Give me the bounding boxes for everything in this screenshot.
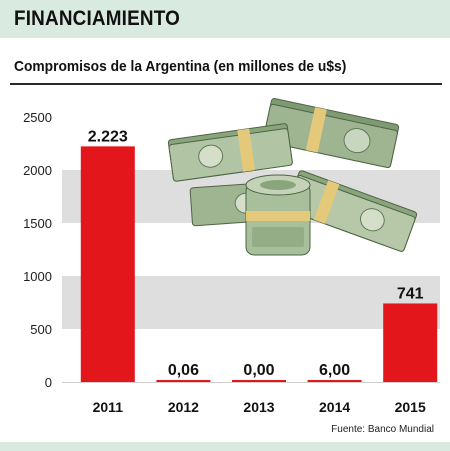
x-axis: 2011 2012 2013 2014 2015	[93, 399, 426, 415]
title-divider	[10, 83, 442, 85]
x-tick-label: 2011	[93, 399, 124, 415]
y-tick-label: 2000	[23, 163, 52, 178]
bar	[307, 380, 362, 382]
bars: 2.223 0,06 0,00 6,00 741	[80, 128, 438, 382]
header-band	[0, 0, 450, 38]
x-tick-label: 2013	[243, 399, 274, 415]
data-label: 2.223	[88, 128, 128, 145]
data-label: 6,00	[319, 362, 350, 379]
data-label: 0,00	[243, 362, 274, 379]
chart-subtitle: Compromisos de la Argentina (en millones…	[14, 58, 347, 75]
y-axis: 0 500 1000 1500 2000 2500	[23, 110, 440, 390]
source-note: Fuente: Banco Mundial	[331, 424, 434, 435]
bar	[80, 146, 135, 382]
x-tick-label: 2015	[395, 399, 426, 415]
bar	[232, 380, 286, 382]
data-label: 741	[397, 285, 424, 302]
page-title: FINANCIAMIENTO	[14, 7, 180, 30]
bar	[156, 380, 211, 382]
data-label: 0,06	[168, 362, 199, 379]
x-tick-label: 2014	[319, 399, 350, 415]
y-tick-label: 0	[45, 375, 52, 390]
y-tick-label: 2500	[23, 110, 52, 125]
x-tick-label: 2012	[168, 399, 199, 415]
footer-band	[0, 442, 450, 451]
bar	[383, 303, 438, 382]
money-stack-icon	[167, 98, 418, 256]
y-tick-label: 1000	[23, 269, 52, 284]
y-tick-label: 500	[30, 322, 52, 337]
y-tick-label: 1500	[23, 216, 52, 231]
